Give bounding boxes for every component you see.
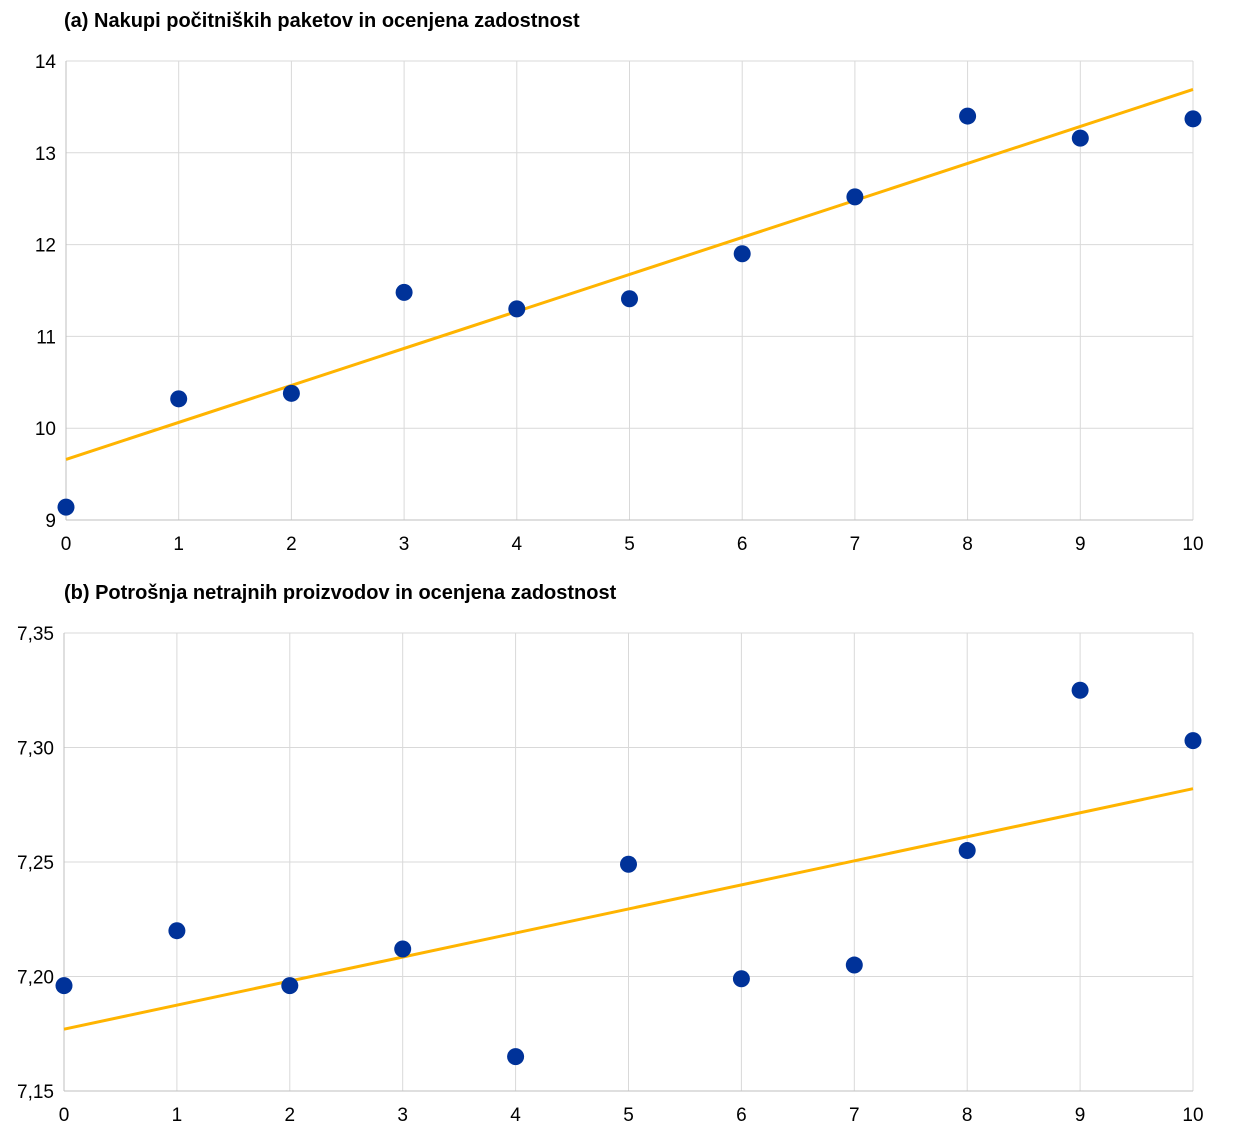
data-point: [1184, 110, 1202, 128]
y-tick-label: 7,20: [17, 968, 54, 989]
data-point: [282, 384, 300, 402]
x-tick-label: 3: [397, 1105, 408, 1126]
x-tick-label: 10: [1182, 534, 1203, 555]
x-tick-label: 7: [850, 534, 861, 555]
x-tick-label: 0: [59, 1105, 70, 1126]
data-point: [395, 283, 413, 301]
x-tick-label: 10: [1182, 1105, 1203, 1126]
y-tick-label: 10: [35, 419, 56, 440]
y-tick-label: 7,35: [17, 624, 54, 645]
y-tick-label: 11: [36, 327, 56, 348]
x-tick-label: 6: [737, 534, 748, 555]
x-tick-label: 0: [61, 534, 72, 555]
x-tick-label: 9: [1075, 534, 1086, 555]
x-tick-label: 2: [285, 1105, 296, 1126]
data-point: [57, 498, 75, 516]
y-tick-label: 12: [35, 236, 56, 257]
data-point: [1071, 129, 1089, 147]
data-point: [958, 842, 976, 860]
x-tick-label: 3: [399, 534, 410, 555]
x-tick-label: 8: [962, 534, 973, 555]
x-tick-label: 5: [624, 534, 635, 555]
data-point: [508, 300, 526, 318]
data-point: [170, 390, 188, 408]
chart-title: (b) Potrošnja netrajnih proizvodov in oc…: [64, 582, 617, 604]
x-tick-label: 6: [736, 1105, 747, 1126]
data-point: [168, 922, 186, 940]
chart-panel-a: (a) Nakupi počitniških paketov in ocenje…: [0, 0, 1240, 566]
x-tick-label: 2: [286, 534, 297, 555]
y-tick-label: 7,15: [17, 1082, 54, 1103]
data-point: [55, 977, 73, 995]
y-tick-label: 14: [35, 52, 57, 73]
data-point: [1071, 681, 1089, 699]
data-point: [507, 1048, 525, 1066]
data-point: [394, 940, 412, 958]
x-tick-label: 1: [172, 1105, 183, 1126]
x-tick-label: 7: [849, 1105, 860, 1126]
chart-title: (a) Nakupi počitniških paketov in ocenje…: [64, 10, 580, 32]
data-point: [1184, 732, 1202, 750]
x-tick-label: 8: [962, 1105, 973, 1126]
data-point: [281, 977, 299, 995]
data-point: [959, 107, 977, 125]
y-tick-label: 7,25: [17, 853, 54, 874]
y-tick-label: 9: [45, 511, 56, 532]
y-tick-label: 7,30: [17, 739, 54, 760]
x-tick-label: 9: [1075, 1105, 1086, 1126]
data-point: [621, 290, 638, 308]
data-point: [845, 956, 863, 974]
data-point: [733, 245, 751, 263]
trend-line: [65, 88, 1194, 461]
x-tick-label: 5: [623, 1105, 634, 1126]
data-point: [846, 188, 864, 206]
scatter-chart-b: 0 1 2 3 4 5 6 7 8 9 10 7,15 7,20 7,25 7,30 7,35: [17, 624, 1204, 1126]
x-tick-label: 1: [173, 534, 184, 555]
trend-line: [63, 787, 1194, 1031]
y-tick-label: 13: [35, 144, 56, 165]
data-point: [620, 855, 637, 873]
data-point: [732, 970, 750, 988]
chart-panel-b: (b) Potrošnja netrajnih proizvodov in oc…: [0, 572, 1240, 1134]
x-tick-label: 4: [512, 534, 523, 555]
x-tick-label: 4: [510, 1105, 521, 1126]
